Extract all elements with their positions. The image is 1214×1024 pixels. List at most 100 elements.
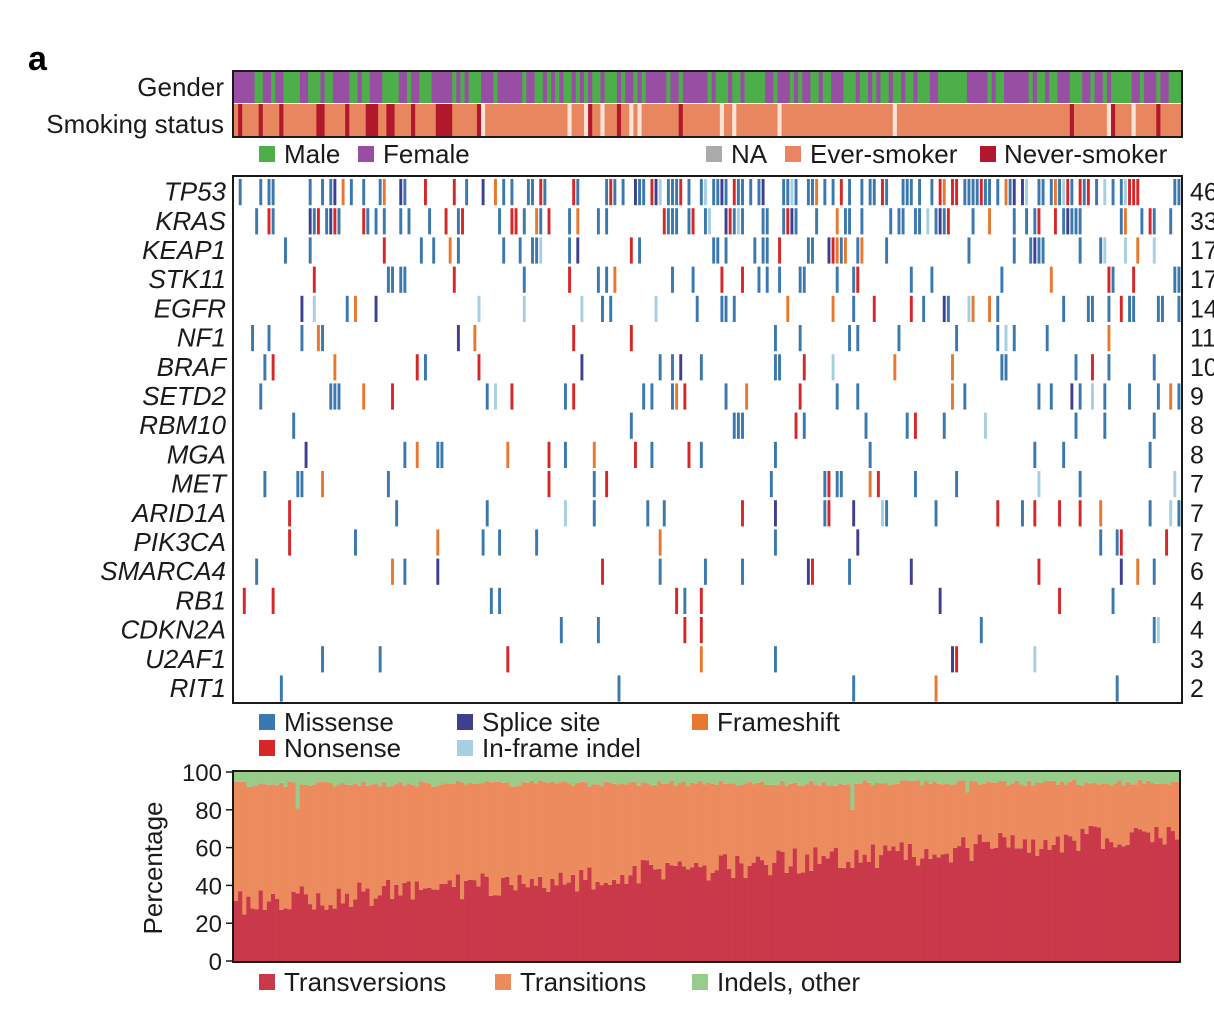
- mutation-cell-kras: [666, 208, 670, 235]
- gender-cell: [925, 72, 931, 103]
- y-tick-label: 100: [182, 760, 222, 787]
- mutation-cell-stk11: [452, 266, 456, 293]
- mutation-cell-pik3ca: [658, 529, 662, 556]
- mutation-cell-keap1: [1152, 237, 1156, 264]
- gender-cell: [822, 72, 828, 103]
- mutation-cell-nf1: [572, 325, 576, 352]
- transitions-bar: [648, 785, 654, 865]
- mutation-cell-tp53: [885, 179, 889, 206]
- smoking-cell: [901, 104, 906, 136]
- mutation-cell-met: [300, 471, 304, 498]
- male-swatch: [259, 146, 275, 162]
- mutation-cell-nf1: [473, 325, 477, 352]
- transversions-bar: [1072, 840, 1077, 961]
- indels-bar: [620, 772, 625, 784]
- mutation-cell-egfr: [996, 295, 1000, 322]
- smoking-cell: [472, 104, 478, 136]
- gender-cell: [1090, 72, 1095, 103]
- indels-bar: [928, 772, 933, 784]
- mutation-cell-tp53: [823, 179, 827, 206]
- percent-label-kras: 33: [1190, 208, 1214, 236]
- mutation-cell-stk11: [613, 266, 617, 293]
- indels-bar: [891, 772, 896, 785]
- indels-bar: [1170, 772, 1176, 782]
- gender-cell: [715, 72, 721, 103]
- transitions-bar: [283, 786, 288, 909]
- mutation-cell-egfr: [695, 295, 699, 322]
- indels-bar: [920, 772, 925, 786]
- transversions-bar: [320, 905, 325, 961]
- mutation-cell-egfr: [312, 295, 316, 322]
- mutation-cell-mga: [506, 441, 510, 468]
- clinical-track-border: [232, 70, 1183, 138]
- mutation-cell-kras: [366, 208, 370, 235]
- indels-bar: [295, 772, 301, 809]
- gender-cell: [806, 72, 811, 103]
- transitions-bar: [751, 784, 757, 863]
- indels-bar: [825, 772, 831, 786]
- transversions-bar: [1117, 844, 1122, 961]
- transitions-swatch: [495, 974, 511, 990]
- transversions-bar: [718, 855, 724, 961]
- smoking-cell: [810, 104, 815, 136]
- transitions-bar: [381, 782, 387, 886]
- mutation-cell-met: [296, 471, 300, 498]
- transitions-bar: [488, 782, 494, 896]
- gender-cell: [1065, 72, 1071, 103]
- transitions-bar: [1150, 783, 1155, 843]
- mutation-cell-egfr: [477, 295, 481, 322]
- transitions-bar: [981, 783, 987, 842]
- transversions-bar: [1002, 837, 1007, 961]
- transitions-bar: [1096, 784, 1102, 828]
- mutation-cell-tp53: [1041, 179, 1045, 206]
- indels-bar: [1072, 772, 1077, 780]
- gender-cell: [1143, 72, 1149, 103]
- gene-label-setd2: SETD2: [142, 381, 226, 411]
- mutation-cell-stk11: [798, 266, 802, 293]
- mutation-cell-stk11: [930, 266, 934, 293]
- transitions-bar: [817, 785, 822, 864]
- transitions-bar: [369, 784, 374, 906]
- mutation-cell-tp53: [839, 179, 843, 206]
- gender-cell: [369, 72, 375, 103]
- gender-cell: [847, 72, 853, 103]
- gene-labels: TP53KRASKEAP1STK11EGFRNF1BRAFSETD2RBM10M…: [100, 177, 228, 703]
- indels-bar: [718, 772, 724, 782]
- indels-bar: [796, 772, 802, 786]
- indels-bar: [353, 772, 358, 784]
- indels-bar: [829, 772, 835, 786]
- smoking-cell: [971, 104, 976, 136]
- mutation-cell-tp53: [671, 179, 674, 206]
- transversions-bar: [283, 908, 288, 961]
- gender-cell: [411, 72, 416, 103]
- mutation-cell-rit1: [1115, 675, 1119, 702]
- transitions-bar: [1006, 785, 1011, 848]
- mutation-cell-stk11: [757, 266, 761, 293]
- gender-cell: [353, 72, 358, 103]
- smoking-cell: [567, 104, 573, 136]
- transversions-bar: [759, 860, 765, 961]
- transitions-bar: [1072, 779, 1077, 841]
- mutation-cell-tp53: [918, 179, 922, 206]
- mutation-cell-egfr: [1107, 295, 1111, 322]
- gender-cell: [522, 72, 527, 103]
- indels-bar: [677, 772, 683, 784]
- mutation-cell-kras: [547, 208, 551, 235]
- mutation-cell-tp53: [526, 179, 530, 206]
- mutation-cell-stk11: [1177, 266, 1181, 293]
- mutation-cell-tp53: [1012, 179, 1016, 206]
- smoking-cell: [892, 104, 898, 136]
- mutation-cell-egfr: [609, 295, 613, 322]
- mutation-cell-kras: [510, 208, 514, 235]
- inframe-indel-swatch: [457, 740, 473, 756]
- transversions-bar: [1096, 827, 1102, 961]
- indels-bar: [287, 772, 292, 782]
- mutation-cell-stk11: [778, 266, 782, 293]
- mutation-cell-nf1: [856, 325, 860, 352]
- gender-cell: [534, 72, 540, 103]
- indels-bar: [1059, 772, 1065, 782]
- transversions-bar: [681, 866, 687, 961]
- y-tick-label: 40: [195, 873, 222, 900]
- indels-bar: [973, 772, 978, 782]
- gender-cell: [324, 72, 330, 103]
